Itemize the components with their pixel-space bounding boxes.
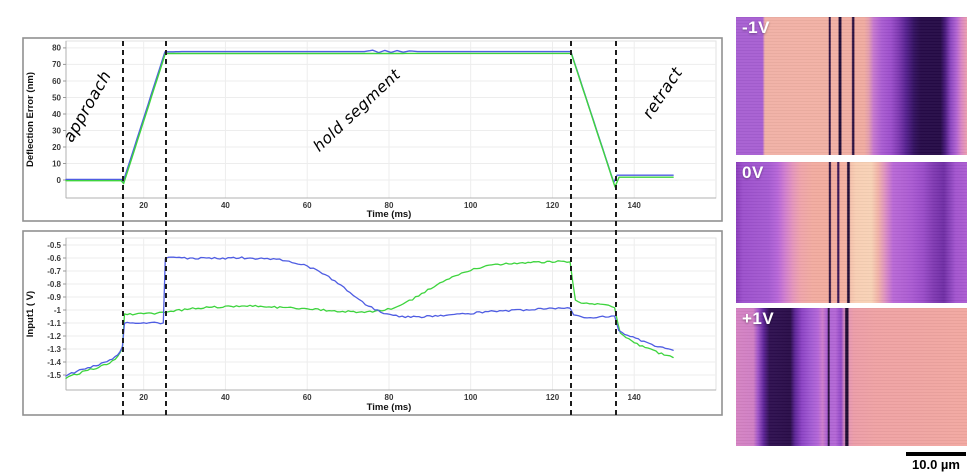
svg-text:30: 30 [52, 126, 61, 135]
svg-text:-1.1: -1.1 [47, 319, 61, 328]
svg-text:40: 40 [52, 110, 61, 119]
svg-text:140: 140 [628, 201, 642, 210]
svg-text:-0.9: -0.9 [47, 293, 61, 302]
svg-text:40: 40 [221, 393, 230, 402]
svg-text:-1.4: -1.4 [47, 358, 61, 367]
svg-text:Time (ms): Time (ms) [367, 209, 412, 220]
svg-text:100: 100 [464, 201, 478, 210]
scale-bar-label: 10.0 µm [912, 457, 960, 472]
svg-text:20: 20 [52, 143, 61, 152]
svg-text:80: 80 [52, 44, 61, 53]
svg-text:120: 120 [546, 393, 560, 402]
svg-text:10: 10 [52, 159, 61, 168]
svg-text:-1: -1 [54, 306, 62, 315]
svg-text:-1.5: -1.5 [47, 371, 61, 380]
svg-text:0: 0 [57, 176, 62, 185]
svg-text:60: 60 [52, 77, 61, 86]
input1-chart: 20 40 60 80 100 120 140 -0.5 -0.6 -0.7 -0.8 -0.9 -1 -… [22, 230, 723, 416]
svg-text:140: 140 [628, 393, 642, 402]
scale-bar [906, 452, 966, 456]
svg-text:80: 80 [385, 201, 394, 210]
svg-text:-0.6: -0.6 [47, 254, 61, 263]
panel-label-plus-1v: +1V [742, 309, 775, 328]
afm-scan-0v: 0V [736, 162, 967, 303]
afm-scan-plus-1v: +1V [736, 308, 967, 446]
svg-text:-0.5: -0.5 [47, 241, 61, 250]
segment-boundary-dashed-line [570, 41, 572, 419]
svg-text:40: 40 [221, 201, 230, 210]
svg-text:-0.7: -0.7 [47, 267, 61, 276]
svg-text:50: 50 [52, 93, 61, 102]
svg-text:80: 80 [385, 393, 394, 402]
svg-text:-1.3: -1.3 [47, 345, 61, 354]
segment-boundary-dashed-line [165, 41, 167, 419]
svg-text:20: 20 [139, 393, 148, 402]
svg-text:-1.2: -1.2 [47, 332, 61, 341]
panel-label-0v: 0V [742, 163, 764, 182]
svg-text:Deflection Error (nm): Deflection Error (nm) [25, 72, 36, 167]
deflection-error-chart: 20 40 60 80 100 120 140 0 10 20 30 40 50 60 70 80 Time (… [22, 37, 723, 222]
svg-text:Time (ms): Time (ms) [367, 402, 412, 413]
afm-scan-minus-1v: -1V [736, 17, 967, 155]
svg-text:100: 100 [464, 393, 478, 402]
svg-text:60: 60 [303, 393, 312, 402]
svg-text:20: 20 [139, 201, 148, 210]
svg-text:60: 60 [303, 201, 312, 210]
svg-text:70: 70 [52, 60, 61, 69]
panel-label-minus-1v: -1V [742, 18, 770, 37]
segment-boundary-dashed-line [122, 41, 124, 419]
svg-text:-0.8: -0.8 [47, 280, 61, 289]
svg-text:Input1 ( V): Input1 ( V) [25, 291, 36, 337]
segment-boundary-dashed-line [615, 41, 617, 419]
svg-text:120: 120 [546, 201, 560, 210]
